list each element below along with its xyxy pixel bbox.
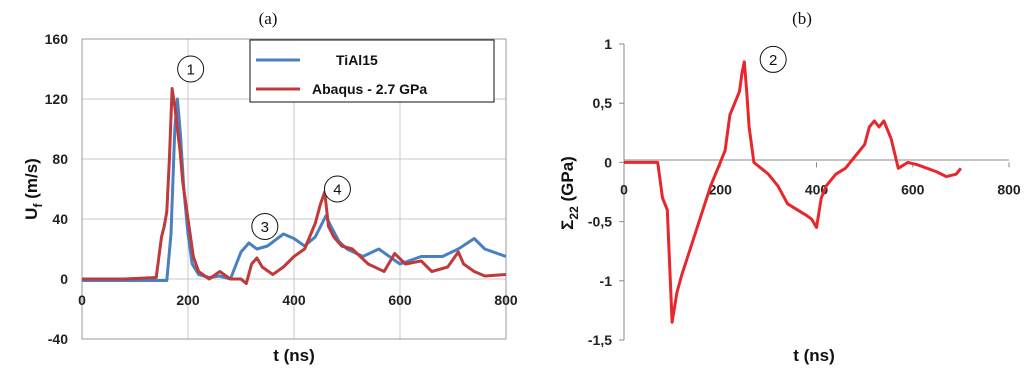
chart-a-plot-frame	[81, 38, 507, 340]
chart-a-legend-label-2: Abaqus - 2.7 GPa	[312, 81, 427, 97]
chart-a-y-tick-label: 120	[45, 91, 69, 107]
chart-a-annotations: 1 3 4	[177, 55, 351, 240]
chart-b-x-tick-label: 0	[620, 181, 628, 197]
chart-b-y-tick-label: -1	[600, 273, 613, 289]
chart-a-legend: TiAl15 Abaqus - 2.7 GPa	[249, 39, 495, 103]
chart-b-annotation-circle	[759, 45, 787, 73]
chart-a-panel-label: (a)	[259, 9, 278, 28]
chart-b-series	[624, 60, 963, 324]
chart-a-y-tick-label: -40	[48, 331, 68, 347]
chart-a-x-tick-label: 400	[282, 292, 306, 308]
chart-a-series-line-2	[82, 87, 507, 285]
chart-a-x-tick-label: 200	[176, 292, 200, 308]
chart-a-y-axis-title-main: U	[22, 208, 41, 220]
chart-a-annotation-circle	[177, 55, 205, 83]
chart-b-y-axis-title: Σ22 (GPa)	[558, 156, 581, 230]
chart-a-y-ticks: -40 0 40 80 120 160	[45, 31, 69, 347]
chart-a-series	[82, 87, 507, 285]
chart-b-x-tick-label: 600	[901, 181, 925, 197]
chart-a-x-tick-label: 600	[388, 292, 412, 308]
chart-a-y-axis-title-sub: f	[31, 203, 45, 208]
chart-a-x-axis-title: t (ns)	[273, 346, 315, 365]
chart-a-annotation-label: 4	[333, 182, 341, 199]
chart-b-annotation-label: 2	[769, 52, 777, 69]
chart-b-y-axis-title-sub: 22	[567, 206, 581, 220]
chart-b-y-axis-title-main: Σ	[558, 220, 577, 230]
chart-a-annotation-circle	[251, 213, 279, 240]
chart-b-annotations: 2	[759, 45, 787, 73]
chart-a-legend-label-1: TiAl15	[336, 52, 378, 68]
chart-b-y-tick-label: -0,5	[588, 214, 612, 230]
chart-a-annotation-label: 3	[261, 219, 269, 236]
chart-a-y-tick-label: 160	[45, 31, 69, 47]
chart-a-y-tick-label: 40	[52, 211, 68, 227]
chart-a-annotation-label: 1	[186, 62, 194, 79]
chart-a-x-tick-label: 0	[78, 292, 86, 308]
chart-b-y-axis-title-unit: (GPa)	[558, 156, 577, 206]
chart-a-y-axis-title-unit: (m/s)	[22, 158, 41, 203]
chart-a-legend-box	[249, 39, 495, 103]
chart-b: (b) -1,5-1-0,500,51 0 200 400 600 800 t (ns)…	[558, 9, 1021, 365]
chart-b-y-tick-label: 0,5	[593, 95, 613, 111]
chart-b-y-tick-label: -1,5	[588, 332, 612, 348]
chart-a-y-tick-label: 0	[60, 271, 68, 287]
chart-b-y-tick-label: 0	[604, 154, 612, 170]
chart-a-y-axis-title: Uf (m/s)	[22, 158, 45, 220]
chart-b-x-ticks: 0 200 400 600 800	[620, 162, 1021, 197]
chart-b-y-tick-label: 1	[604, 36, 612, 52]
chart-b-x-axis-title: t (ns)	[793, 346, 835, 365]
chart-b-panel-label: (b)	[792, 9, 812, 28]
chart-a-annotation-circle	[323, 175, 351, 203]
chart-b-x-tick-label: 200	[709, 181, 733, 197]
chart-b-y-ticks: -1,5 -1 -0,5 0 0,5 1	[588, 36, 624, 348]
chart-a-x-ticks: 0 200 400 600 800	[78, 292, 518, 308]
chart-a-x-tick-label: 800	[494, 292, 518, 308]
chart-b-series-line-1	[624, 60, 963, 324]
chart-a-y-tick-label: 80	[52, 151, 68, 167]
chart-b-x-tick-label: 800	[997, 181, 1021, 197]
